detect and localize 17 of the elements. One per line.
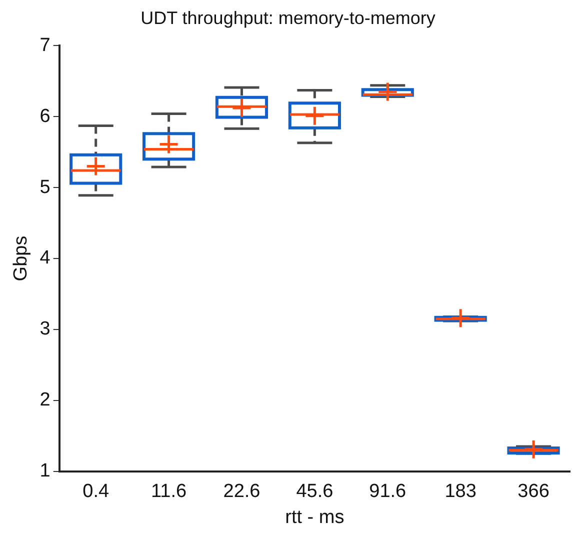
x-tick-label: 91.6 — [369, 481, 406, 502]
y-tick-label: 1 — [40, 460, 50, 482]
y-tick-label: 3 — [40, 318, 50, 340]
x-tick-label: 22.6 — [223, 481, 260, 502]
chart-title: UDT throughput: memory-to-memory — [140, 8, 436, 28]
x-tick-label: 45.6 — [296, 481, 334, 502]
x-tick-label: 183 — [444, 481, 476, 502]
y-tick-label: 2 — [40, 390, 50, 411]
x-tick-label: 0.4 — [82, 481, 110, 502]
y-tick-label: 7 — [40, 34, 50, 56]
y-tick-label: 6 — [40, 106, 50, 127]
y-tick-label: 4 — [40, 248, 51, 269]
x-tick-label: 11.6 — [151, 481, 187, 502]
x-tick-label: 366 — [518, 481, 550, 502]
y-axis-title: Gbps — [10, 236, 32, 282]
x-axis-title: rtt - ms — [285, 506, 344, 528]
y-tick-label: 5 — [40, 176, 50, 198]
